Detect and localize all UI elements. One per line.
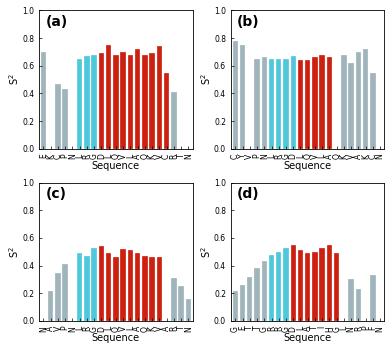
Text: (c): (c) [45,187,66,201]
Bar [99,53,104,149]
Bar [55,273,61,321]
Bar [240,285,245,321]
Bar [48,290,53,321]
Bar [62,264,68,321]
X-axis label: Sequence: Sequence [92,333,140,343]
Bar [312,57,318,149]
Bar [128,250,133,321]
Y-axis label: S$^{2}$: S$^{2}$ [199,246,212,258]
Bar [290,56,296,149]
Bar [305,60,310,149]
Bar [120,52,126,149]
Bar [77,59,82,149]
Bar [185,299,191,321]
Bar [178,286,184,321]
Bar [113,55,119,149]
Bar [135,253,140,321]
Bar [305,253,310,321]
Text: (d): (d) [237,187,260,201]
Y-axis label: S$^{2}$: S$^{2}$ [7,74,21,85]
Bar [84,56,90,149]
Bar [106,253,111,321]
X-axis label: Sequence: Sequence [284,333,332,343]
Bar [370,73,376,149]
Bar [149,53,155,149]
Bar [348,279,354,321]
Bar [142,55,147,149]
Bar [247,277,252,321]
Bar [327,57,332,149]
Bar [128,55,133,149]
Bar [62,89,68,149]
Bar [171,92,176,149]
Bar [240,45,245,149]
Bar [356,52,361,149]
Bar [290,245,296,321]
Bar [298,250,303,321]
Bar [341,55,347,149]
Bar [269,254,274,321]
Bar [276,252,281,321]
Bar [283,59,289,149]
Bar [254,59,260,149]
X-axis label: Sequence: Sequence [284,161,332,171]
Bar [356,289,361,321]
Bar [319,55,325,149]
Bar [171,278,176,321]
Bar [157,47,162,149]
Bar [334,253,339,321]
Bar [99,246,104,321]
Bar [298,60,303,149]
Bar [232,290,238,321]
Bar [370,275,376,321]
Bar [142,256,147,321]
Bar [135,49,140,149]
Bar [55,84,61,149]
Bar [91,55,97,149]
Bar [77,253,82,321]
Bar [254,268,260,321]
Bar [164,73,169,149]
Y-axis label: S$^{2}$: S$^{2}$ [7,246,21,258]
Bar [41,52,46,149]
Bar [327,245,332,321]
Bar [232,41,238,149]
Y-axis label: S$^{2}$: S$^{2}$ [199,74,212,85]
Bar [261,261,267,321]
Bar [276,59,281,149]
X-axis label: Sequence: Sequence [92,161,140,171]
Bar [363,49,368,149]
Bar [91,248,97,321]
Bar [312,252,318,321]
Bar [120,249,126,321]
Bar [149,257,155,321]
Bar [113,257,119,321]
Bar [283,248,289,321]
Bar [157,257,162,321]
Bar [106,45,111,149]
Bar [348,63,354,149]
Text: (b): (b) [237,15,260,29]
Bar [261,57,267,149]
Text: (a): (a) [45,15,67,29]
Bar [269,59,274,149]
Bar [319,248,325,321]
Bar [84,256,90,321]
